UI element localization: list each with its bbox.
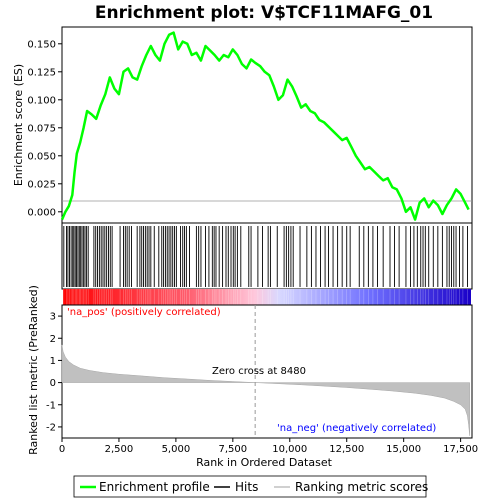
na-neg-label: 'na_neg' (negatively correlated) <box>277 423 436 434</box>
x-tick-label: 2,500 <box>105 444 134 455</box>
metric-y-tick-label: 0 <box>50 378 56 389</box>
metric-y-tick-label: 3 <box>50 312 56 323</box>
legend-metric-label: Ranking metric scores <box>295 480 428 494</box>
es-y-ticks: 0.000 0.025 0.050 0.075 0.100 0.125 0.150 <box>27 39 62 218</box>
es-y-tick-label: 0.100 <box>27 95 56 106</box>
metric-panel <box>61 304 473 439</box>
x-axis-label: Rank in Ordered Dataset <box>196 456 333 469</box>
es-y-tick-label: 0.025 <box>27 179 56 190</box>
ranking-bar-stripes <box>63 289 468 305</box>
es-y-tick-label: 0.125 <box>27 67 56 78</box>
x-tick-label: 7,500 <box>219 444 248 455</box>
es-y-axis-label: Enrichment score (ES) <box>12 64 25 186</box>
legend-es-label: Enrichment profile <box>99 480 210 494</box>
metric-y-tick-label: 1 <box>50 356 56 367</box>
hits-ticks <box>63 226 468 287</box>
es-y-tick-label: 0.150 <box>27 39 56 50</box>
chart-title: Enrichment plot: V$TCF11MAFG_01 <box>95 3 433 23</box>
legend: Enrichment profile Hits Ranking metric s… <box>73 475 428 498</box>
x-tick-label: 12,500 <box>329 444 364 455</box>
x-tick-label: 10,000 <box>272 444 307 455</box>
metric-y-tick-label: 2 <box>50 334 56 345</box>
na-pos-label: 'na_pos' (positively correlated) <box>67 307 221 318</box>
hits-panel <box>61 222 473 290</box>
zero-cross-label: Zero cross at 8480 <box>212 366 306 377</box>
x-tick-label: 17,500 <box>443 444 478 455</box>
metric-y-ticks: -2 -1 0 1 2 3 <box>46 312 62 433</box>
metric-y-axis-label: Ranked list metric (PreRanked) <box>27 285 40 455</box>
es-y-tick-label: 0.000 <box>27 207 56 218</box>
x-tick-label: 5,000 <box>162 444 191 455</box>
ranking-color-bar <box>63 289 471 305</box>
metric-area <box>61 344 470 436</box>
metric-y-tick-label: -1 <box>46 400 56 411</box>
metric-y-tick-label: -2 <box>46 422 56 433</box>
es-y-tick-label: 0.075 <box>27 123 56 134</box>
es-panel <box>61 26 473 224</box>
es-line <box>60 31 470 221</box>
x-tick-label: 15,000 <box>386 444 421 455</box>
x-tick-label: 0 <box>59 444 65 455</box>
legend-box <box>73 475 427 498</box>
legend-hits-label: Hits <box>235 480 258 494</box>
es-y-tick-label: 0.050 <box>27 151 56 162</box>
x-ticks: 0 2,500 5,000 7,500 10,000 12,500 15,000 17,500 <box>59 438 478 455</box>
